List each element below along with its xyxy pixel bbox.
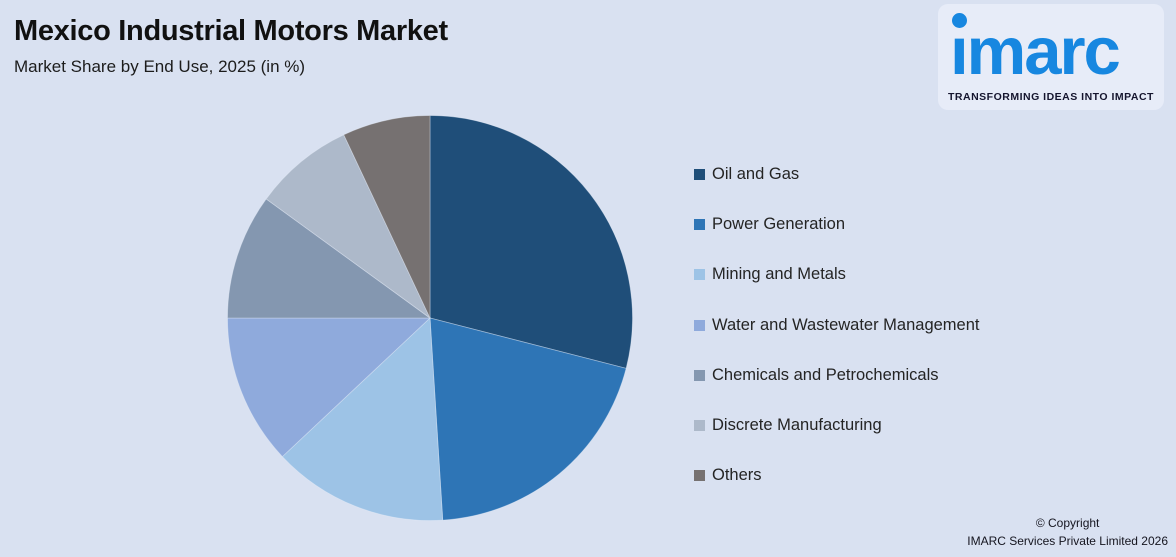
legend-swatch-icon — [694, 218, 705, 230]
copyright: © Copyright IMARC Services Private Limit… — [967, 514, 1168, 551]
legend-item-chemicals-and-petrochemicals: Chemicals and Petrochemicals — [694, 350, 979, 400]
legend-item-oil-and-gas: Oil and Gas — [694, 149, 979, 199]
legend-item-others: Others — [694, 451, 979, 501]
imarc-logo: ımarc TRANSFORMING IDEAS INTO IMPACT — [938, 4, 1164, 110]
pie-svg — [227, 115, 633, 521]
legend-swatch-icon — [694, 369, 705, 381]
legend-item-power-generation: Power Generation — [694, 199, 979, 249]
copyright-line1: © Copyright — [1035, 515, 1100, 530]
logo-brand-text: ımarc — [950, 14, 1121, 89]
legend-label: Chemicals and Petrochemicals — [712, 365, 939, 384]
legend-item-water-and-wastewater-management: Water and Wastewater Management — [694, 300, 979, 350]
legend-label: Mining and Metals — [712, 265, 846, 284]
pie-slice-5 — [265, 134, 431, 319]
legend-swatch-icon — [694, 269, 705, 281]
legend-swatch-icon — [694, 319, 705, 331]
legend: Oil and Gas Power Generation Mining and … — [694, 149, 979, 501]
pie-slice-1 — [429, 317, 627, 521]
logo-dot-icon — [952, 13, 967, 28]
legend-item-discrete-manufacturing: Discrete Manufacturing — [694, 400, 979, 450]
legend-swatch-icon — [694, 470, 705, 482]
pie-slice-6 — [343, 115, 431, 319]
legend-label: Oil and Gas — [712, 164, 800, 183]
legend-label: Water and Wastewater Management — [712, 315, 980, 334]
pie-slice-0 — [429, 115, 633, 369]
legend-item-mining-and-metals: Mining and Metals — [694, 250, 979, 300]
pie-slice-2 — [281, 317, 444, 521]
page-title: Mexico Industrial Motors Market — [14, 15, 448, 47]
legend-label: Discrete Manufacturing — [712, 416, 882, 435]
legend-swatch-icon — [694, 168, 705, 180]
page-subtitle: Market Share by End Use, 2025 (in %) — [14, 56, 306, 76]
header: Mexico Industrial Motors Market Market S… — [14, 15, 448, 77]
legend-label: Others — [712, 466, 762, 485]
pie-slice-4 — [227, 198, 432, 319]
legend-label: Power Generation — [712, 214, 845, 233]
copyright-line2: IMARC Services Private Limited 2026 — [967, 534, 1168, 549]
logo-tagline: TRANSFORMING IDEAS INTO IMPACT — [948, 91, 1154, 103]
legend-swatch-icon — [694, 420, 705, 432]
pie-slice-3 — [227, 317, 432, 458]
pie-chart — [220, 108, 640, 528]
